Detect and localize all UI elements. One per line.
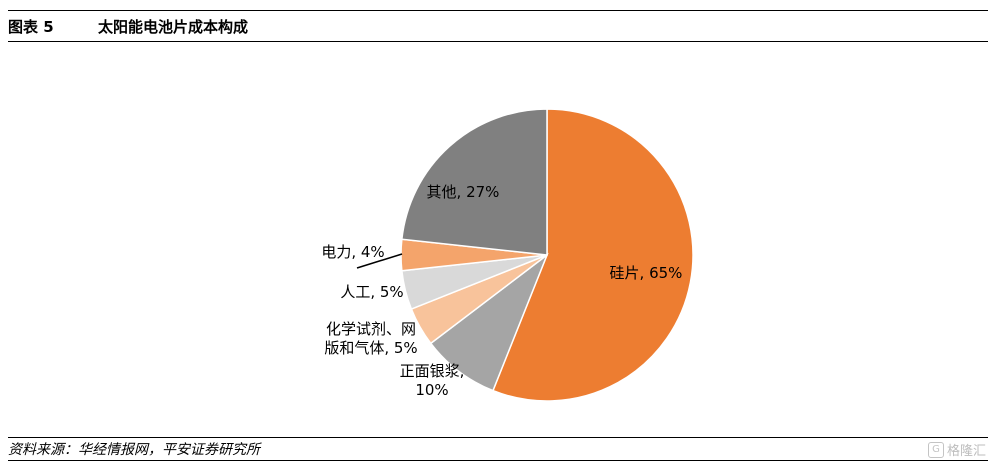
pie-slice-label: 其他, 27%: [427, 183, 500, 201]
pie-chart-area: 硅片, 65% 正面银浆, 10% 化学试剂、网版和气体, 5% 人工, 5% 电力, 4…: [0, 42, 996, 436]
watermark-text: 格隆汇: [946, 444, 986, 459]
watermark: G 格隆汇: [927, 440, 986, 459]
figure-title: 太阳能电池片成本构成: [98, 17, 249, 36]
pie-slice-label: 电力, 4%: [321, 243, 384, 261]
figure-header: 图表 5 太阳能电池片成本构成: [8, 13, 248, 39]
pie-chart: 硅片, 65% 正面银浆, 10% 化学试剂、网版和气体, 5% 人工, 5% 电力, 4…: [321, 108, 694, 402]
source-note: 资料来源：华经情报网，平安证券研究所: [8, 442, 260, 458]
pie-slice-label: 硅片, 65%: [610, 264, 683, 282]
pie-slice: [491, 108, 694, 402]
pie-slice-label: 正面银浆, 10%: [400, 362, 465, 399]
top-rule: [8, 10, 988, 11]
figure-number: 图表 5: [8, 17, 54, 36]
pie-slice: [401, 108, 548, 256]
watermark-logo-icon: G: [927, 441, 944, 458]
leader-line: [356, 253, 403, 269]
footer-rule: [8, 437, 988, 438]
header-rule: [8, 41, 988, 42]
pie-slice-label: 化学试剂、网版和气体, 5%: [324, 320, 417, 357]
bottom-rule: [8, 460, 988, 461]
pie-slice-label: 人工, 5%: [340, 283, 403, 301]
